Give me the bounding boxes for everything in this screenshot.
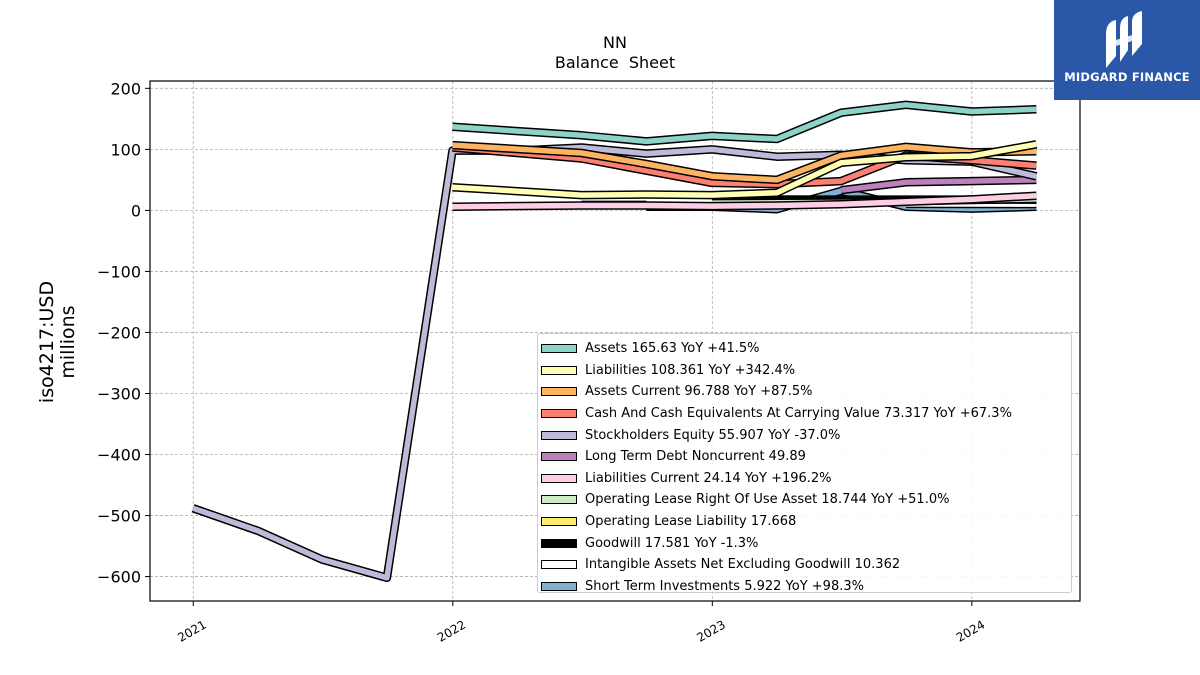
- legend-label: Liabilities 108.361 YoY +342.4%: [585, 362, 796, 378]
- legend-label: Long Term Debt Noncurrent 49.89: [585, 449, 806, 465]
- x-tick-label: 2022: [435, 617, 468, 644]
- legend-label: Cash And Cash Equivalents At Carrying Va…: [585, 406, 1012, 422]
- legend-item: Liabilities 108.361 YoY +342.4%: [538, 360, 1071, 382]
- legend-swatch: [541, 409, 577, 419]
- y-axis-label-line1: iso4217:USD: [36, 281, 58, 403]
- legend-item: Assets 165.63 YoY +41.5%: [538, 338, 1071, 360]
- series-assets: [452, 100, 1037, 146]
- x-tick-label: 2023: [694, 617, 727, 644]
- y-axis-label-line2: millions: [57, 305, 79, 378]
- series-line: [452, 102, 1037, 145]
- y-tick-label: −600: [97, 568, 141, 587]
- series-liabilities: [452, 140, 1038, 200]
- legend-item: Cash And Cash Equivalents At Carrying Va…: [538, 403, 1071, 425]
- legend-label: Operating Lease Liability 17.668: [585, 514, 797, 530]
- series-long-term-debt-noncurrent: [840, 175, 1037, 195]
- legend-swatch: [541, 365, 577, 375]
- x-tick-label: 2024: [954, 617, 987, 644]
- legend-label: Assets Current 96.788 YoY +87.5%: [585, 384, 813, 400]
- y-tick-label: −200: [97, 323, 141, 342]
- series-line: [452, 141, 1037, 198]
- legend-label: Liabilities Current 24.14 YoY +196.2%: [585, 470, 832, 486]
- legend-swatch: [541, 473, 577, 483]
- x-tick-label: 2021: [175, 617, 208, 644]
- legend-swatch: [541, 344, 577, 354]
- legend-item: Stockholders Equity 55.907 YoY -37.0%: [538, 424, 1071, 446]
- plot-frame: [149, 80, 1081, 602]
- y-tick-label: −500: [97, 507, 141, 526]
- y-tick-label: −100: [97, 262, 141, 281]
- legend-label: Intangible Assets Net Excluding Goodwill…: [585, 557, 901, 573]
- brand-logo: MIDGARD FINANCE: [1054, 0, 1200, 100]
- series-line: [452, 192, 1037, 210]
- legend-swatch: [541, 517, 577, 527]
- legend-swatch: [541, 387, 577, 397]
- series-group: [191, 100, 1038, 583]
- legend-swatch: [541, 581, 577, 591]
- legend-item: Operating Lease Liability 17.668: [538, 511, 1071, 533]
- legend-item: Intangible Assets Net Excluding Goodwill…: [538, 554, 1071, 576]
- brand-name: MIDGARD FINANCE: [1064, 70, 1190, 84]
- legend-item: Goodwill 17.581 YoY -1.3%: [538, 532, 1071, 554]
- legend-item: Operating Lease Right Of Use Asset 18.74…: [538, 489, 1071, 511]
- legend-label: Assets 165.63 YoY +41.5%: [585, 341, 760, 357]
- series-line: [840, 177, 1037, 193]
- brand-mark-icon: [1106, 11, 1142, 68]
- chart-legend: Assets 165.63 YoY +41.5% Liabilities 108.…: [537, 333, 1072, 594]
- legend-swatch: [541, 495, 577, 505]
- legend-swatch: [541, 560, 577, 570]
- legend-label: Goodwill 17.581 YoY -1.3%: [585, 535, 759, 551]
- legend-item: Assets Current 96.788 YoY +87.5%: [538, 381, 1071, 403]
- series-assets-current: [452, 140, 1037, 185]
- chart-subtitle: Balance Sheet: [555, 53, 675, 72]
- legend-label: Short Term Investments 5.922 YoY +98.3%: [585, 578, 864, 594]
- y-tick-label: 200: [110, 79, 141, 98]
- legend-swatch: [541, 430, 577, 440]
- legend-swatch: [541, 452, 577, 462]
- legend-swatch: [541, 538, 577, 548]
- legend-item: Liabilities Current 24.14 YoY +196.2%: [538, 468, 1071, 490]
- y-tick-label: −300: [97, 384, 141, 403]
- legend-label: Operating Lease Right Of Use Asset 18.74…: [585, 492, 950, 508]
- y-tick-label: 0: [131, 201, 141, 220]
- series-liabilities-current: [452, 191, 1037, 211]
- chart-title: NN: [603, 33, 627, 52]
- y-tick-label: 100: [110, 140, 141, 159]
- legend-item: Short Term Investments 5.922 YoY +98.3%: [538, 576, 1071, 598]
- y-tick-label: −400: [97, 446, 141, 465]
- legend-item: Long Term Debt Noncurrent 49.89: [538, 446, 1071, 468]
- legend-label: Stockholders Equity 55.907 YoY -37.0%: [585, 427, 841, 443]
- series-line: [452, 142, 1037, 183]
